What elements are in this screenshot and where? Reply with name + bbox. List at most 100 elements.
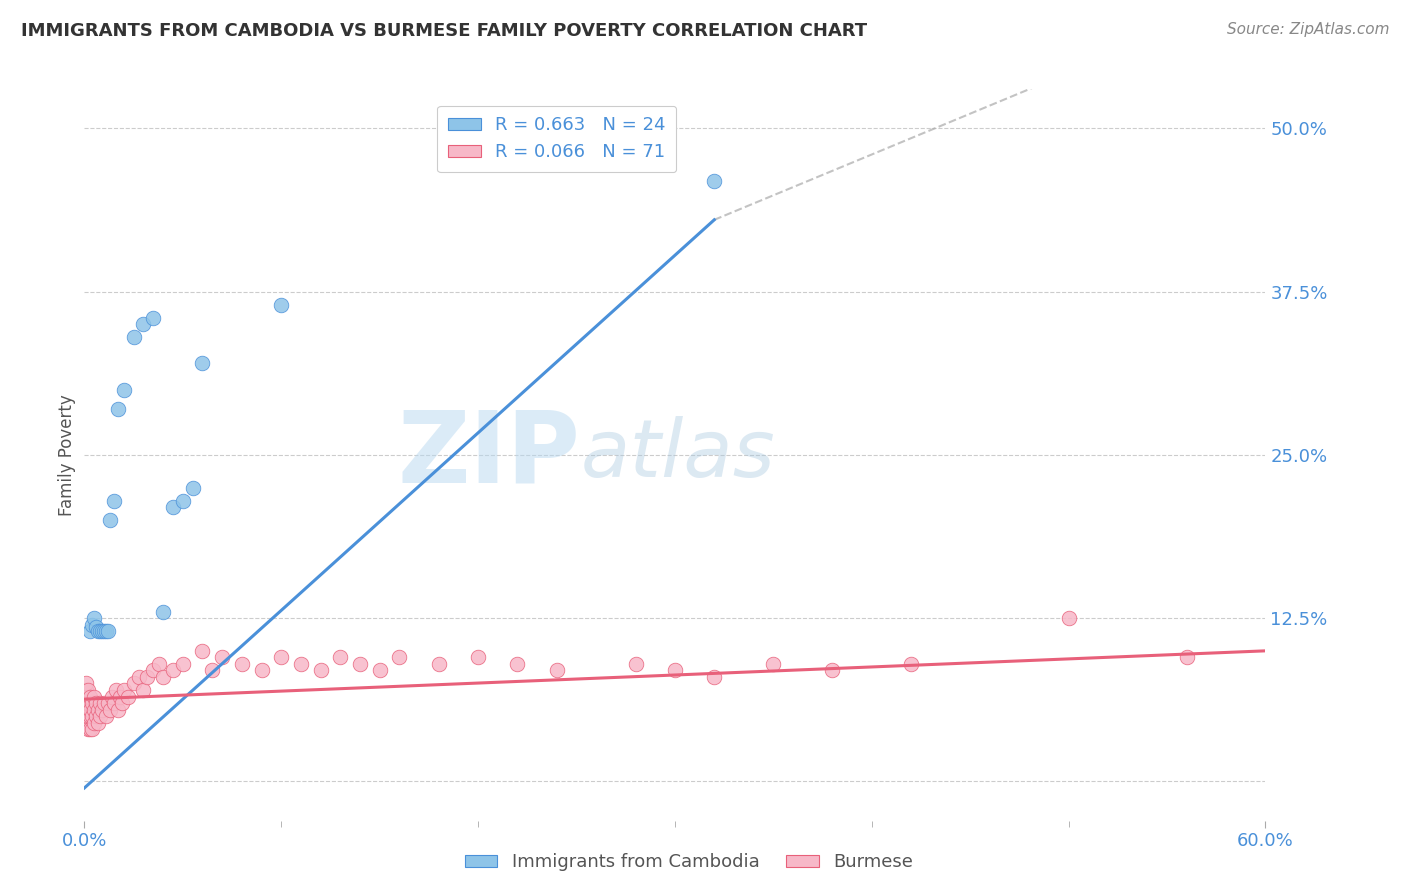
Point [329,650,352,665]
Point [900,657,922,671]
Point [87,703,110,717]
Point [94,624,117,639]
Point [148,657,170,671]
Point [427,657,450,671]
Point [506,657,529,671]
Point [142,664,165,678]
Point [101,690,124,704]
Point [82,617,104,632]
Point [368,664,391,678]
Point [75,690,97,704]
Point [82,696,104,710]
Point [132,318,155,332]
Point [104,683,127,698]
Point [467,650,489,665]
Point [624,657,647,671]
Point [87,715,110,730]
Point [122,330,145,344]
Point [108,690,131,704]
Point [77,683,100,698]
Point [388,650,411,665]
Point [103,493,125,508]
Point [79,709,101,723]
Point [231,657,253,671]
Point [191,356,214,371]
Point [84,620,107,634]
Legend: Immigrants from Cambodia, Burmese: Immigrants from Cambodia, Burmese [457,847,921,879]
Point [191,644,214,658]
Point [762,657,785,671]
Point [107,402,129,417]
Point [211,650,233,665]
Point [91,703,114,717]
Point [172,493,194,508]
Point [250,664,273,678]
Point [201,664,224,678]
Point [152,605,174,619]
Point [97,624,120,639]
Point [75,683,97,698]
Point [84,696,107,710]
Point [98,703,121,717]
Point [84,709,107,723]
Point [83,703,105,717]
Point [98,513,121,527]
Point [142,310,165,325]
Point [128,670,150,684]
Point [664,664,686,678]
Point [172,657,194,671]
Text: atlas: atlas [581,416,775,494]
Point [112,683,135,698]
Point [270,650,292,665]
Point [89,624,111,639]
Point [97,696,120,710]
Point [162,664,184,678]
Point [117,690,139,704]
Point [83,611,105,625]
Point [83,715,105,730]
Point [75,696,97,710]
Point [89,709,111,723]
Text: Source: ZipAtlas.com: Source: ZipAtlas.com [1226,22,1389,37]
Point [87,624,110,639]
Y-axis label: Family Poverty: Family Poverty [58,394,76,516]
Point [79,690,101,704]
Point [107,703,129,717]
Point [77,709,100,723]
Point [270,298,292,312]
Point [82,709,104,723]
Point [181,481,204,495]
Point [89,696,111,710]
Point [75,676,97,690]
Point [91,624,114,639]
Text: IMMIGRANTS FROM CAMBODIA VS BURMESE FAMILY POVERTY CORRELATION CHART: IMMIGRANTS FROM CAMBODIA VS BURMESE FAMI… [21,22,868,40]
Point [93,696,115,710]
Point [821,664,844,678]
Point [77,696,100,710]
Text: ZIP: ZIP [398,407,581,503]
Point [79,723,101,737]
Point [1175,650,1198,665]
Point [703,174,725,188]
Point [94,709,117,723]
Point [111,696,134,710]
Point [290,657,312,671]
Point [132,683,155,698]
Point [103,696,125,710]
Point [93,624,115,639]
Point [136,670,159,684]
Point [122,676,145,690]
Point [82,723,104,737]
Point [162,500,184,515]
Point [152,670,174,684]
Point [75,703,97,717]
Point [349,657,371,671]
Point [1057,611,1080,625]
Legend: R = 0.663   N = 24, R = 0.066   N = 71: R = 0.663 N = 24, R = 0.066 N = 71 [437,105,676,172]
Point [79,624,101,639]
Point [546,664,568,678]
Point [703,670,725,684]
Point [83,690,105,704]
Point [79,703,101,717]
Point [309,664,332,678]
